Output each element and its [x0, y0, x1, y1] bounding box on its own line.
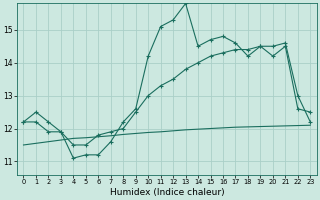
- X-axis label: Humidex (Indice chaleur): Humidex (Indice chaleur): [109, 188, 224, 197]
